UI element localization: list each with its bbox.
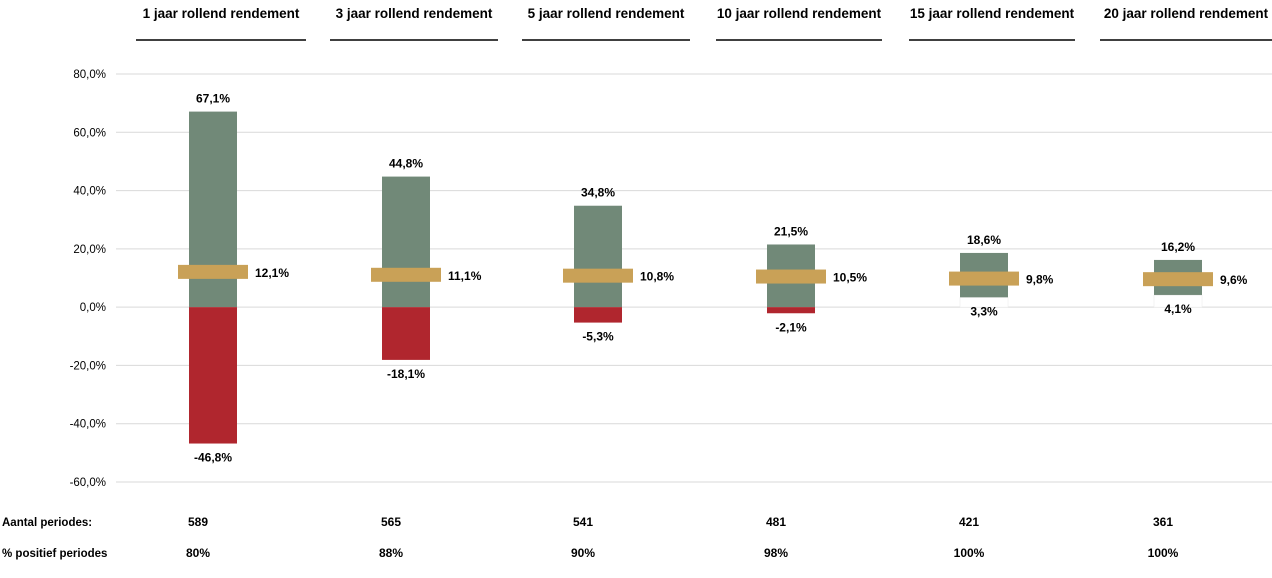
average-return-marker <box>1143 272 1213 287</box>
average-return-label: 11,1% <box>448 269 482 283</box>
column-header: 20 jaar rollend rendement <box>1104 6 1269 21</box>
max-return-bar <box>382 176 430 308</box>
average-return-marker <box>756 269 826 284</box>
average-return-label: 10,8% <box>640 270 674 284</box>
y-tick-label: 40,0% <box>73 186 106 198</box>
max-return-label: 44,8% <box>389 157 423 171</box>
average-return-label: 9,8% <box>1026 273 1054 287</box>
min-return-label: 4,1% <box>1164 302 1192 316</box>
table-row-label: % positief periodes <box>2 548 107 560</box>
min-return-label: -5,3% <box>582 330 614 344</box>
column-header: 5 jaar rollend rendement <box>528 6 685 21</box>
min-return-label: 3,3% <box>970 305 998 319</box>
min-return-label: -46,8% <box>194 451 232 465</box>
column-headers: 1 jaar rollend rendement 3 jaar rollend r… <box>136 6 1272 41</box>
column-header: 1 jaar rollend rendement <box>143 6 300 21</box>
table-cell: 90% <box>571 546 595 560</box>
max-return-label: 18,6% <box>967 233 1001 247</box>
min-return-bar <box>1153 294 1203 308</box>
column-header: 3 jaar rollend rendement <box>336 6 493 21</box>
table-row-label: Aantal periodes: <box>2 517 92 529</box>
average-return-marker <box>178 264 248 279</box>
y-tick-label: 0,0% <box>80 302 106 314</box>
min-return-label: -18,1% <box>387 367 425 381</box>
table-cell: 88% <box>379 546 403 560</box>
y-tick-label: 60,0% <box>73 127 106 139</box>
y-axis-tick-labels: 80,0% 60,0% 40,0% 20,0% 0,0% -20,0% -40,0% -60,… <box>70 69 106 489</box>
min-return-bar <box>574 307 622 323</box>
y-tick-label: 80,0% <box>73 69 106 81</box>
summary-table: Aantal periodes: 589 565 541 481 421 361 % posi… <box>2 515 1179 560</box>
average-return-label: 12,1% <box>255 266 289 280</box>
table-cell: 98% <box>764 546 788 560</box>
table-cell: 421 <box>959 515 979 529</box>
table-cell: 100% <box>1148 546 1179 560</box>
average-return-label: 10,5% <box>833 271 867 285</box>
bars <box>178 111 1213 444</box>
min-return-bar <box>189 307 237 444</box>
average-return-marker <box>371 267 441 282</box>
y-tick-label: -40,0% <box>70 419 106 431</box>
table-cell: 100% <box>954 546 985 560</box>
table-cell: 80% <box>186 546 210 560</box>
grid-lines <box>116 73 1272 483</box>
data-labels: 67,1% -46,8% 12,1% 44,8% -18,1% 11,1% 34,8% -5,… <box>194 92 1248 465</box>
min-return-bar <box>382 307 430 360</box>
column-header: 10 jaar rollend rendement <box>717 6 882 21</box>
max-return-label: 16,2% <box>1161 240 1195 254</box>
y-tick-label: 20,0% <box>73 244 106 256</box>
average-return-label: 9,6% <box>1220 273 1248 287</box>
table-cell: 361 <box>1153 515 1173 529</box>
table-cell: 481 <box>766 515 786 529</box>
min-return-label: -2,1% <box>775 320 807 334</box>
max-return-bar <box>574 205 622 308</box>
average-return-marker <box>949 271 1019 286</box>
max-return-label: 34,8% <box>581 186 615 200</box>
table-cell: 589 <box>188 515 208 529</box>
table-cell: 541 <box>573 515 593 529</box>
min-return-bar <box>767 307 815 314</box>
table-cell: 565 <box>381 515 401 529</box>
min-return-bar <box>959 297 1009 308</box>
y-tick-label: -60,0% <box>70 477 106 489</box>
max-return-label: 21,5% <box>774 224 808 238</box>
max-return-label: 67,1% <box>196 92 230 106</box>
y-tick-label: -20,0% <box>70 360 106 372</box>
average-return-marker <box>563 268 633 283</box>
column-header: 15 jaar rollend rendement <box>910 6 1075 21</box>
